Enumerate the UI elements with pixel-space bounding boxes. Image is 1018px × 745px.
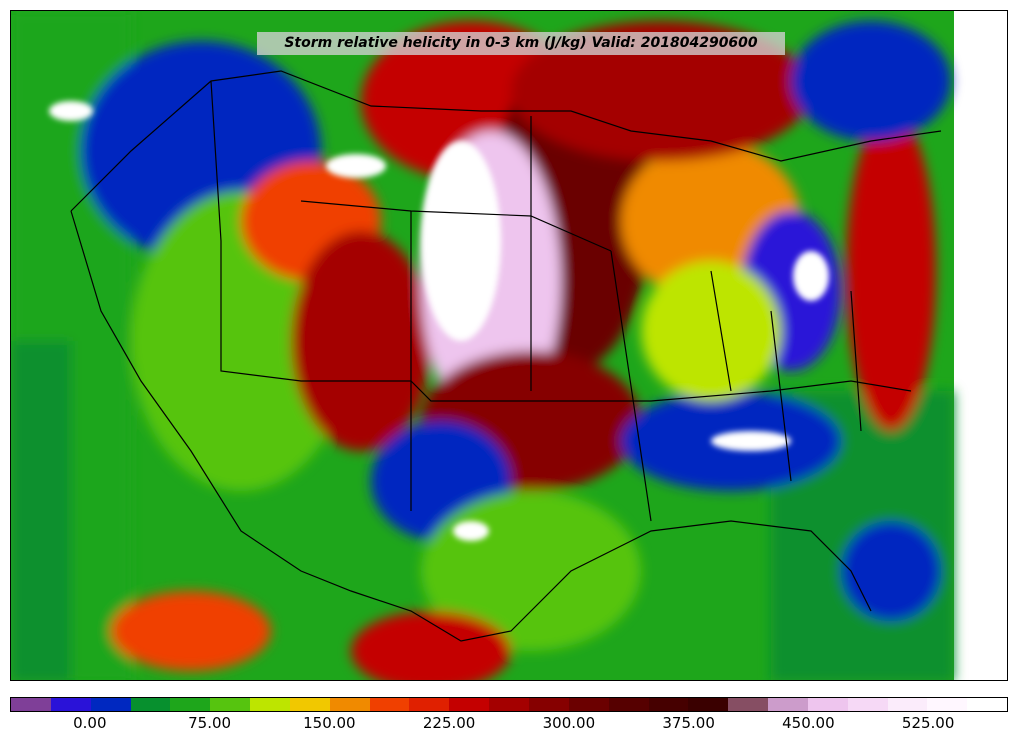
colorbar-segment: [449, 698, 490, 711]
colorbar-segment: [329, 698, 370, 711]
colorbar-segment: [648, 698, 689, 711]
colorbar-tick-label: 525.00: [901, 714, 955, 732]
colorbar-segment: [768, 698, 808, 711]
colorbar-segment: [927, 698, 968, 711]
colorbar-segment: [210, 698, 251, 711]
colorbar-segment: [409, 698, 450, 711]
map-panel: Storm relative helicity in 0-3 km (J/kg)…: [10, 10, 1008, 681]
colorbar-segment: [250, 698, 290, 711]
colorbar-tick-label: 300.00: [542, 714, 596, 732]
colorbar-segment: [170, 698, 211, 711]
colorbar-segment: [887, 698, 928, 711]
colorbar-segment: [489, 698, 529, 711]
helicity-field-map: [11, 11, 1007, 680]
colorbar-segment: [289, 698, 330, 711]
colorbar-segment: [130, 698, 171, 711]
colorbar-tick-label: 150.00: [303, 714, 356, 732]
colorbar-tick-label: 375.00: [662, 714, 715, 732]
colorbar-tick-label: 225.00: [422, 714, 476, 732]
colorbar-segment: [369, 698, 410, 711]
unplotted-area: [954, 11, 1007, 680]
colorbar-segment: [608, 698, 649, 711]
colorbar-segment: [728, 698, 769, 711]
state-borders: [70, 70, 942, 642]
colorbar-segment: [11, 698, 51, 711]
colorbar-segment: [688, 698, 729, 711]
colorbar-segment: [50, 698, 91, 711]
colorbar-segment: [967, 698, 1007, 711]
colorbar: [10, 697, 1008, 712]
colorbar-tick-label: 450.00: [782, 714, 835, 732]
colorbar-tick-label: 75.00: [188, 714, 232, 732]
map-title-box: Storm relative helicity in 0-3 km (J/kg)…: [257, 32, 785, 55]
colorbar-segment: [528, 698, 569, 711]
colorbar-segment: [568, 698, 609, 711]
map-title: Storm relative helicity in 0-3 km (J/kg)…: [284, 35, 758, 51]
colorbar-segment: [90, 698, 131, 711]
colorbar-segment: [847, 698, 888, 711]
colorbar-tick-label: 0.00: [73, 714, 107, 732]
colorbar-tick-labels: 0.00 75.00 150.00 225.00 300.00 375.00 450.00 5…: [10, 714, 1008, 738]
colorbar-segment: [807, 698, 848, 711]
